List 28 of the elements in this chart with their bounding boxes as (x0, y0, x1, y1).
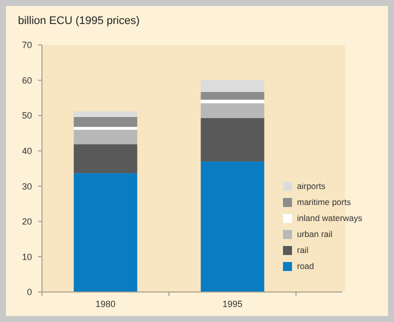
bar (200, 118, 264, 162)
bar (200, 100, 264, 104)
x-tick-label: 1980 (95, 299, 116, 309)
legend-label: road (297, 260, 314, 271)
bar (74, 130, 138, 144)
y-tick-label: 0 (26, 287, 32, 298)
bar (200, 92, 264, 100)
legend-label: urban rail (297, 228, 333, 239)
y-axis-title: billion ECU (1995 prices) (18, 15, 140, 27)
bar (74, 144, 138, 174)
bar (200, 80, 264, 92)
bar (74, 116, 138, 127)
bar (200, 161, 264, 292)
y-tick-label: 20 (22, 216, 32, 227)
bar (74, 173, 138, 292)
legend-label: airports (297, 180, 326, 191)
legend-label: rail (297, 244, 308, 255)
legend-label: inland waterways (297, 212, 362, 223)
bar (74, 111, 138, 117)
y-tick-label: 30 (22, 181, 32, 192)
y-tick-label: 60 (22, 75, 32, 86)
y-tick-label: 10 (22, 252, 32, 262)
y-tick-label: 70 (22, 40, 32, 50)
y-tick-label: 50 (22, 110, 32, 121)
x-tick-label: 1995 (222, 299, 243, 309)
legend-label: maritime ports (297, 196, 351, 207)
bar (200, 103, 264, 118)
y-tick-label: 40 (22, 146, 32, 156)
